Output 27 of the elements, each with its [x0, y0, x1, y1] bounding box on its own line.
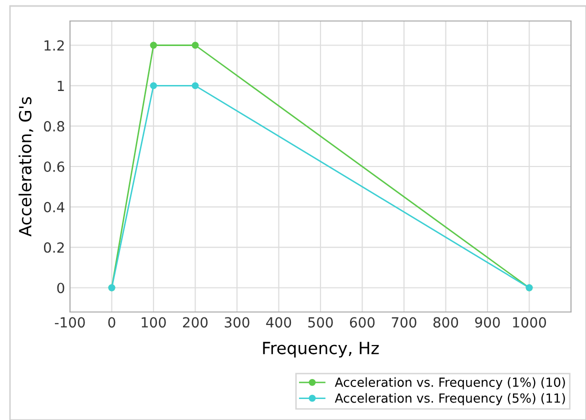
point: [192, 82, 199, 90]
x-tick-label: 400: [266, 317, 292, 328]
x-axis-title: Frequency, Hz: [263, 342, 379, 358]
x-tick-label: 200: [183, 317, 208, 328]
y-axis-title: Acceleration, G's: [18, 97, 34, 237]
legend-label: Acceleration vs. Frequency (5%) (11): [334, 393, 565, 406]
y-tick-label: 0.6: [44, 161, 64, 172]
x-tick-label: 900: [475, 317, 500, 328]
y-tick-label: 1: [58, 80, 64, 91]
legend-label: Acceleration vs. Frequency (1%) (10): [334, 377, 565, 390]
y-tick-label: 0: [57, 282, 64, 294]
x-tick-label: 0: [108, 317, 116, 328]
y-tick-label: 0.8: [44, 121, 64, 132]
x-tick-label: 700: [392, 317, 416, 328]
y-tick-label: 0.4: [44, 202, 64, 212]
point: [150, 42, 157, 49]
y-tick-label: 0.2: [44, 242, 64, 253]
point: [150, 82, 157, 90]
y-tick-label: 1.2: [44, 40, 64, 51]
x-tick-label: 800: [433, 317, 458, 328]
x-tick-label: 100: [142, 317, 166, 328]
x-tick-label: -100: [54, 317, 85, 328]
x-tick-label: 500: [308, 317, 333, 328]
x-tick-label: 300: [224, 317, 250, 328]
x-tick-label: 1000: [513, 317, 546, 328]
x-tick-label: 600: [350, 317, 375, 328]
point: [192, 42, 199, 49]
